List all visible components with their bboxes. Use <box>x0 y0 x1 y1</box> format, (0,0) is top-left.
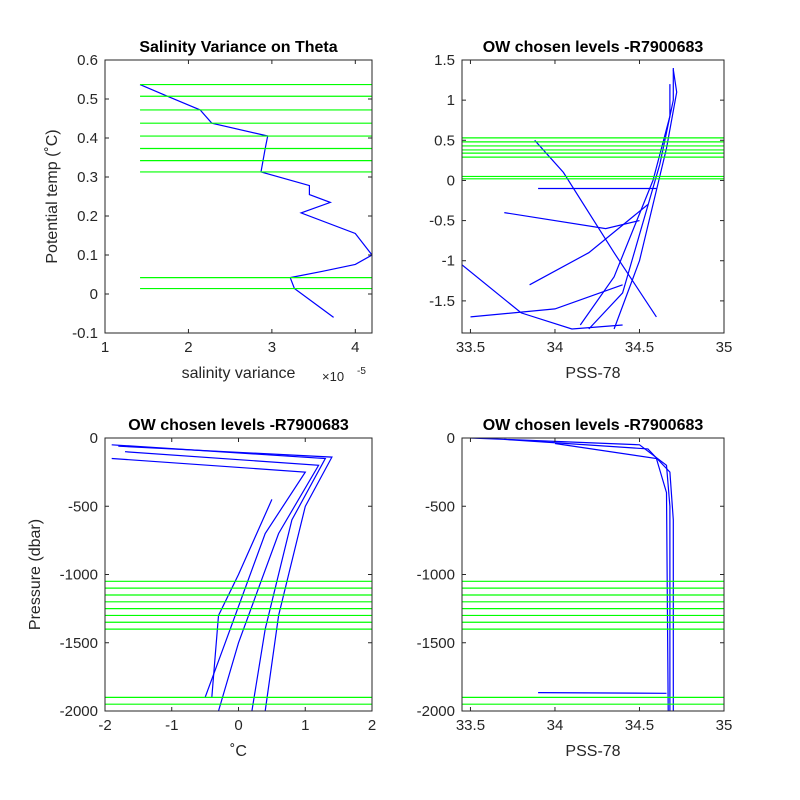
x-tick-label: 33.5 <box>456 339 485 356</box>
x-tick-label: 2 <box>184 339 192 356</box>
plot-area <box>462 438 724 711</box>
y-tick-label: 0.2 <box>77 208 98 225</box>
y-tick-label: -0.1 <box>72 325 98 342</box>
y-tick-label: -1000 <box>417 567 455 584</box>
x-tick-label: 1 <box>101 339 109 356</box>
axis-box <box>104 59 373 334</box>
series-line <box>124 451 320 711</box>
x-tick-label: 4 <box>351 339 359 356</box>
y-tick-label: -0.5 <box>429 213 455 230</box>
x-tick-label: 0 <box>234 717 242 734</box>
plot-area <box>105 444 372 711</box>
panel-p1: 1 2 3 4 -0.1 0 0.1 0.2 0.3 0.4 0.5 0.6 Salinity Vari… <box>44 39 373 384</box>
y-tick-label: -1.5 <box>429 293 455 310</box>
series-line <box>588 68 674 330</box>
y-tick-label: -2000 <box>417 703 455 720</box>
series-line <box>470 438 671 711</box>
chart-title: OW chosen levels -R7900683 <box>483 417 704 434</box>
y-tick-label: 0 <box>447 172 455 189</box>
chart-title: OW chosen levels -R7900683 <box>483 39 704 56</box>
panel-p4: 33.5 34 34.5 35 -2000 -1500 -1000 -500 0 OW chose… <box>417 417 733 760</box>
y-tick-label: 0.5 <box>77 91 98 108</box>
y-tick-label: 1 <box>447 92 455 109</box>
x-axis-label: PSS-78 <box>565 365 620 382</box>
series-line <box>579 84 671 326</box>
series-line <box>554 442 669 711</box>
series-line <box>118 445 333 711</box>
x-axis-label: PSS-78 <box>565 743 620 760</box>
y-tick-label: 1.5 <box>434 52 455 69</box>
x-exponent-base: ×10 <box>322 369 344 384</box>
y-tick-label: -500 <box>68 498 98 515</box>
series-line <box>111 444 327 711</box>
x-tick-label: 35 <box>716 339 733 356</box>
series-line <box>538 691 667 694</box>
x-tick-label: 1 <box>301 717 309 734</box>
y-tick-label: 0.3 <box>77 169 98 186</box>
y-tick-label: 0.4 <box>77 130 98 147</box>
panel-p2: 33.5 34 34.5 35 -1.5 -1 -0.5 0 0.5 1 1.5 OW chosen … <box>429 39 732 382</box>
x-tick-label: 34.5 <box>625 339 654 356</box>
series-line <box>529 204 649 286</box>
y-tick-label: 0.5 <box>434 132 455 149</box>
axis-box <box>461 59 725 334</box>
y-tick-label: -1 <box>442 253 455 270</box>
x-exponent-power: -5 <box>357 366 366 377</box>
x-tick-label: 2 <box>368 717 376 734</box>
series-line <box>462 264 623 330</box>
y-tick-label: 0.1 <box>77 247 98 264</box>
series-line <box>111 457 307 698</box>
series-line <box>139 84 372 318</box>
series-line <box>504 212 640 230</box>
x-tick-label: 35 <box>716 717 733 734</box>
y-tick-label: -1500 <box>60 635 98 652</box>
x-tick-label: 33.5 <box>456 717 485 734</box>
chart-title: Salinity Variance on Theta <box>139 39 337 56</box>
y-tick-label: -1000 <box>60 567 98 584</box>
y-tick-label: -2000 <box>60 703 98 720</box>
x-tick-label: 34 <box>547 339 564 356</box>
x-tick-label: 34 <box>547 717 564 734</box>
series-line <box>534 139 657 318</box>
x-axis-label: ˚C <box>230 743 247 760</box>
x-axis-label: salinity variance <box>182 365 296 382</box>
y-axis-label: Potential temp (˚C) <box>44 129 61 263</box>
axis-box <box>461 437 725 712</box>
y-tick-label: 0 <box>90 286 98 303</box>
chart-title: OW chosen levels -R7900683 <box>128 417 349 434</box>
panel-p3: -2 -1 0 1 2 -2000 -1500 -1000 -500 0 OW chosen lev… <box>27 417 376 760</box>
plot-area <box>139 83 372 318</box>
y-tick-label: -1500 <box>417 635 455 652</box>
x-tick-label: -1 <box>165 717 178 734</box>
y-tick-label: 0.6 <box>77 52 98 69</box>
plot-area <box>462 68 724 330</box>
series-line <box>613 69 678 330</box>
x-tick-label: 34.5 <box>625 717 654 734</box>
y-tick-label: 0 <box>90 430 98 447</box>
x-tick-label: -2 <box>98 717 111 734</box>
series-line <box>470 284 623 318</box>
series-line <box>504 438 674 711</box>
y-tick-label: -500 <box>425 498 455 515</box>
y-tick-label: 0 <box>447 430 455 447</box>
y-axis-label: Pressure (dbar) <box>27 519 44 630</box>
x-tick-label: 3 <box>268 339 276 356</box>
